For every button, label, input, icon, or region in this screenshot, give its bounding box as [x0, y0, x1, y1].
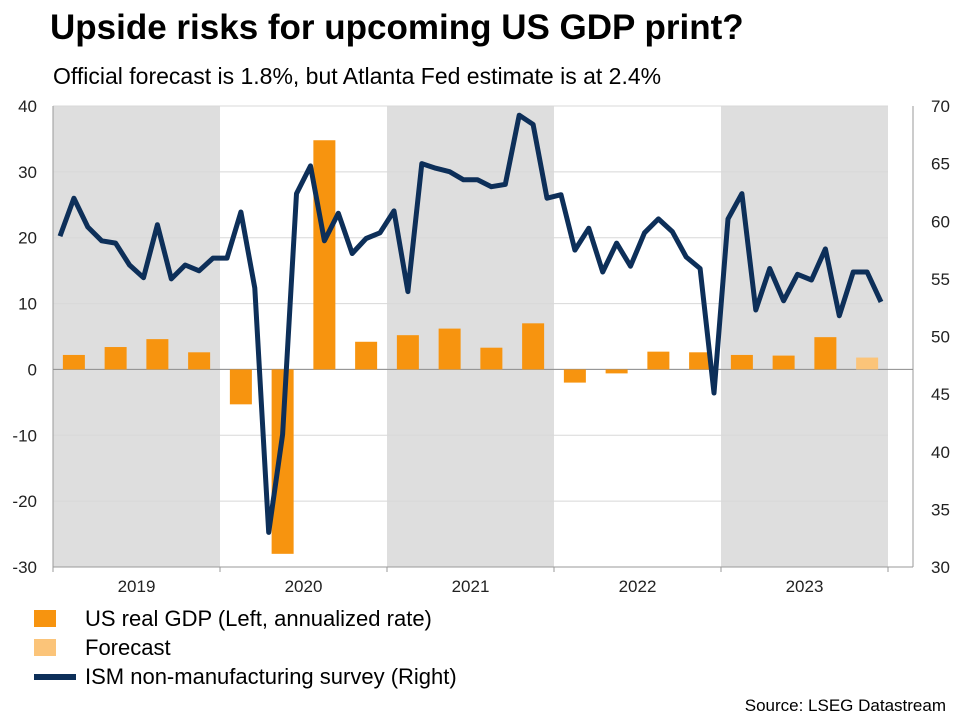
legend-item-ism: ISM non-manufacturing survey (Right): [34, 662, 457, 691]
left-tick-label: -30: [12, 558, 37, 577]
legend-item-gdp: US real GDP (Left, annualized rate): [34, 604, 457, 633]
gdp-bar: [188, 352, 211, 370]
legend-label-ism: ISM non-manufacturing survey (Right): [85, 663, 457, 689]
right-tick-label: 60: [931, 212, 950, 231]
gdp-bar: [730, 354, 753, 370]
legend-label-gdp: US real GDP (Left, annualized rate): [85, 605, 432, 631]
chart-title: Upside risks for upcoming US GDP print?: [50, 8, 744, 47]
left-tick-label: 30: [18, 163, 37, 182]
gdp-bar: [522, 323, 545, 370]
right-tick-label: 55: [931, 270, 950, 289]
left-tick-label: -10: [12, 426, 37, 445]
gdp-bar: [313, 140, 336, 370]
gdp-bar: [146, 339, 169, 370]
year-label-2022: 2022: [619, 577, 657, 596]
year-band-2023: [721, 106, 888, 567]
gdp-bar: [271, 369, 294, 554]
left-tick-label: 10: [18, 295, 37, 314]
gdp-bar: [104, 347, 127, 370]
ism-line: [57, 112, 884, 535]
gdp-forecast-bar: [856, 357, 879, 370]
gdp-bar: [563, 369, 586, 383]
source-note: Source: LSEG Datastream: [744, 696, 946, 715]
legend-item-forecast: Forecast: [34, 633, 457, 662]
gdp-bar: [605, 369, 628, 374]
legend-label-forecast: Forecast: [85, 634, 171, 660]
right-tick-label: 70: [931, 97, 950, 116]
right-tick-label: 30: [931, 558, 950, 577]
right-tick-label: 35: [931, 500, 950, 519]
gdp-bar: [647, 351, 670, 370]
right-tick-label: 45: [931, 385, 950, 404]
year-label-2023: 2023: [786, 577, 824, 596]
gdp-bar: [355, 341, 378, 370]
right-tick-label: 65: [931, 155, 950, 174]
gdp-bar: [689, 352, 712, 370]
gdp-bar: [480, 347, 503, 370]
year-label-2019: 2019: [118, 577, 156, 596]
gdp-bar: [229, 369, 252, 405]
left-tick-label: 20: [18, 229, 37, 248]
legend-swatch-ism: [34, 673, 76, 680]
gdp-bar: [62, 354, 85, 370]
left-tick-label: 40: [18, 97, 37, 116]
year-label-2021: 2021: [452, 577, 490, 596]
left-tick-label: 0: [28, 360, 37, 379]
legend-swatch-forecast: [34, 639, 56, 656]
gdp-bar: [772, 355, 795, 370]
gdp-bar: [438, 328, 461, 370]
year-label-2020: 2020: [285, 577, 323, 596]
legend-swatch-gdp: [34, 610, 56, 627]
chart-subtitle: Official forecast is 1.8%, but Atlanta F…: [53, 63, 662, 89]
right-tick-label: 40: [931, 443, 950, 462]
gdp-bar: [814, 337, 837, 370]
right-tick-label: 50: [931, 328, 950, 347]
left-tick-label: -20: [12, 492, 37, 511]
year-band-2019: [53, 106, 220, 567]
legend: US real GDP (Left, annualized rate) Fore…: [34, 604, 457, 691]
gdp-bar: [396, 335, 419, 370]
